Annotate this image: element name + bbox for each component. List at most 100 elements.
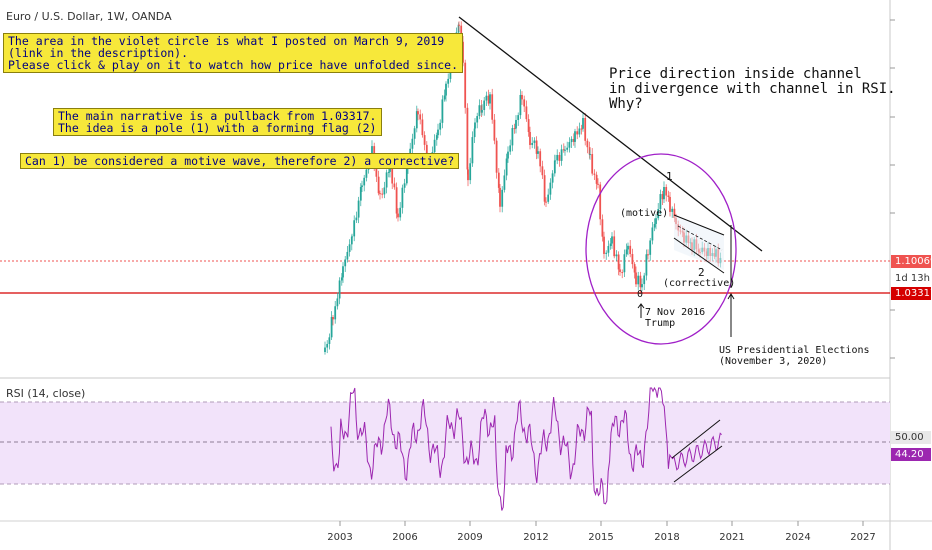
note-narrative[interactable]: The main narrative is a pullback from 1.… — [53, 108, 382, 136]
candle-body — [607, 245, 610, 253]
candle-body — [328, 337, 331, 344]
note-line: The main narrative is a pullback from 1.… — [58, 109, 377, 123]
arrows — [637, 293, 735, 337]
candle-body — [568, 142, 571, 148]
candle-body — [381, 193, 384, 195]
zero-label[interactable]: 0 — [637, 289, 644, 300]
trump-line: 7 Nov 2016 — [645, 307, 706, 318]
candle-body — [586, 140, 589, 148]
time-tick: 2003 — [327, 532, 353, 543]
candle-body — [578, 128, 581, 135]
candle-body — [551, 173, 554, 183]
note-question[interactable]: Can 1) be considered a motive wave, ther… — [20, 153, 460, 169]
candle-body — [443, 95, 446, 100]
candle-body — [464, 62, 467, 108]
trend-line[interactable] — [458, 16, 763, 252]
candle-body — [597, 183, 599, 185]
candle-body — [515, 119, 517, 129]
candle-body — [439, 122, 442, 130]
candle-body — [423, 135, 426, 145]
elections-line: US Presidential Elections — [719, 345, 870, 356]
wave-2-label[interactable]: 2 — [698, 266, 705, 279]
candle-body — [377, 176, 380, 194]
trump-label[interactable]: 7 Nov 2016 Trump — [645, 307, 705, 329]
note-line: The area in the violet circle is what I … — [8, 34, 445, 48]
candle-body — [593, 173, 596, 175]
candle-body — [417, 111, 419, 115]
candle-body — [655, 218, 657, 224]
note-violet-circle[interactable]: The area in the violet circle is what I … — [3, 33, 464, 73]
elections-label[interactable]: US Presidential Elections (November 3, 2… — [719, 345, 870, 367]
time-tick: 2012 — [523, 532, 549, 543]
candle-body — [505, 158, 508, 176]
flag-upper-line[interactable] — [673, 214, 725, 236]
candle-body — [629, 245, 632, 255]
rsi-channel-lower[interactable] — [673, 445, 723, 483]
candle-body — [621, 272, 624, 274]
candle-body — [476, 116, 479, 123]
candle-body — [493, 119, 496, 141]
candle-body — [643, 275, 646, 285]
trump-line: Trump — [645, 318, 676, 329]
candle-body — [399, 207, 402, 218]
candle-body — [348, 244, 351, 252]
candle-body — [458, 24, 460, 26]
candle-body — [537, 151, 539, 154]
rsi-line — [330, 386, 722, 511]
candle-body — [653, 223, 656, 228]
flag-lower-line[interactable] — [673, 237, 725, 274]
candle-body — [511, 128, 514, 146]
time-tick: 2018 — [654, 532, 680, 543]
wave-1-label[interactable]: 1 — [666, 170, 673, 183]
candle-body — [589, 154, 591, 156]
candle-body — [355, 217, 358, 221]
candle-body — [533, 140, 536, 143]
candle-body — [457, 24, 460, 33]
violet-circle[interactable] — [585, 153, 737, 345]
candle-body — [419, 114, 422, 120]
candle-body — [572, 138, 575, 142]
elections-line: (November 3, 2020) — [719, 356, 828, 367]
candle-body — [671, 208, 674, 212]
candle-body — [635, 272, 637, 285]
channel-question-text[interactable]: Price direction inside channel in diverg… — [609, 67, 896, 112]
candle-body — [613, 236, 616, 257]
candle-body — [527, 119, 530, 132]
candle-body — [401, 187, 404, 208]
question-line: in divergence with channel in RSI. — [609, 81, 896, 97]
candle-body — [445, 83, 447, 96]
candle-body — [541, 166, 544, 176]
candle-body — [447, 78, 450, 84]
candle-body — [564, 149, 566, 151]
candle-body — [332, 317, 334, 320]
time-tick: 2015 — [588, 532, 614, 543]
candle-body — [413, 128, 416, 139]
candle-body — [665, 187, 668, 196]
time-tick: 2021 — [719, 532, 745, 543]
corrective-label[interactable]: (corrective) — [663, 278, 736, 289]
candle-body — [433, 139, 436, 153]
motive-label[interactable]: (motive) — [620, 208, 669, 219]
candle-body — [469, 163, 472, 181]
candle-body — [421, 119, 424, 136]
rsi-title[interactable]: RSI (14, close) — [6, 387, 86, 400]
candle-body — [651, 227, 654, 241]
candle-body — [535, 140, 538, 154]
candle-body — [353, 220, 356, 237]
candle-body — [480, 105, 483, 113]
candle-body — [525, 106, 528, 120]
candle-body — [375, 165, 378, 177]
rsi-channel-upper[interactable] — [671, 419, 721, 459]
candle-body — [324, 347, 326, 352]
candle-body — [489, 94, 491, 104]
candle-body — [338, 280, 341, 299]
candle-body — [601, 219, 604, 237]
candle-body — [523, 99, 526, 107]
candle-body — [531, 142, 534, 145]
candle-body — [519, 94, 522, 116]
candle-body — [357, 200, 360, 218]
candle-body — [509, 145, 512, 152]
candle-body — [645, 254, 648, 276]
candle-body — [507, 151, 509, 159]
